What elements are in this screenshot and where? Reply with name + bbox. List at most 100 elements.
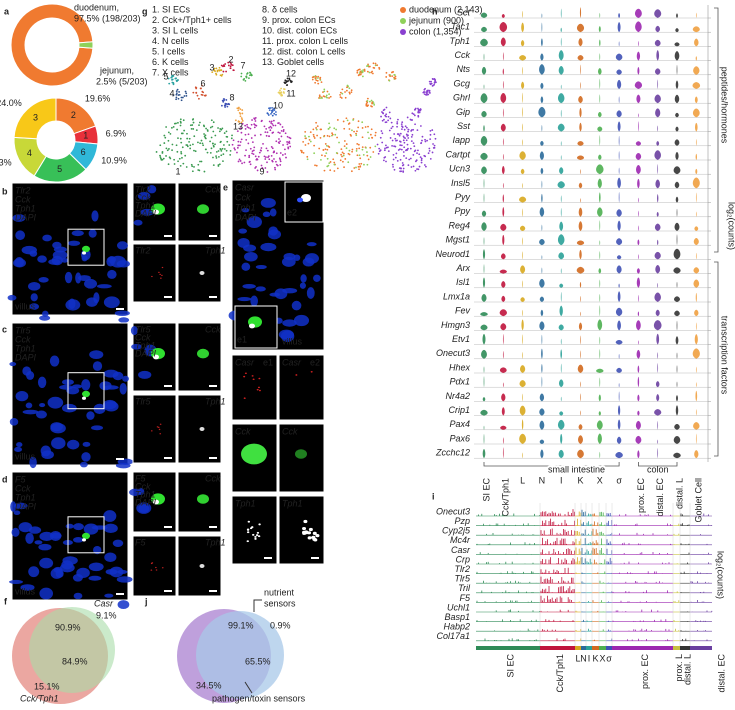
cell-point <box>191 165 194 168</box>
violin <box>676 64 678 75</box>
nuclei <box>13 502 28 510</box>
cell-point <box>221 73 224 76</box>
panel-label: f <box>4 596 8 606</box>
violin <box>500 93 507 104</box>
gene-label: Col17a1 <box>436 631 470 641</box>
cell-point <box>400 148 403 151</box>
cell-point <box>267 156 269 159</box>
cell-point <box>401 162 404 164</box>
channel-label: Tph1 <box>135 489 156 499</box>
gene-label: Tac1 <box>451 22 470 32</box>
gene-label: Cck <box>455 50 471 60</box>
violin <box>521 319 524 331</box>
cell-point <box>248 74 251 77</box>
channel-label: Cck <box>15 194 31 204</box>
cell-point <box>271 159 274 162</box>
cell-point <box>389 117 392 120</box>
violin <box>599 349 601 359</box>
cell-point <box>350 89 353 92</box>
violin <box>675 151 679 160</box>
cell-point <box>176 88 179 91</box>
cell-point <box>327 128 330 130</box>
cell-signal <box>256 531 260 534</box>
violin <box>557 234 565 246</box>
cluster-id: 6 <box>200 78 205 88</box>
cell-point <box>244 80 247 82</box>
violin <box>674 139 680 146</box>
violin <box>559 305 563 317</box>
violin <box>596 420 603 430</box>
cluster-bar <box>599 646 606 650</box>
violin <box>694 334 698 345</box>
violin <box>520 265 526 274</box>
cell-point <box>191 124 194 126</box>
cell-point <box>239 160 242 162</box>
violin <box>654 150 661 160</box>
cell-point <box>355 150 358 152</box>
cell-point <box>425 165 427 168</box>
violin <box>617 121 621 132</box>
cell-point <box>434 137 437 140</box>
violin <box>539 439 545 444</box>
nuclei <box>282 319 297 327</box>
nuclei <box>137 488 145 495</box>
cell-point <box>341 88 344 91</box>
cell-point <box>328 122 330 125</box>
cell-point <box>391 163 394 166</box>
cell-point <box>181 146 184 149</box>
venn-value: 84.9% <box>62 656 88 666</box>
cell-point <box>278 157 281 160</box>
cell-point <box>365 146 367 149</box>
cell-point <box>180 99 183 102</box>
violin <box>520 365 526 373</box>
cell-point <box>335 128 338 131</box>
cell-point <box>326 157 329 160</box>
violin <box>615 307 623 317</box>
violin <box>618 391 620 402</box>
cell-point <box>340 153 342 156</box>
violin <box>520 297 525 302</box>
cell-point <box>326 134 329 137</box>
legend-dot <box>400 18 406 24</box>
nuclei <box>244 252 258 262</box>
cell-signal <box>82 390 90 398</box>
cell-point <box>426 90 429 93</box>
gene-label: Mc4r <box>450 535 471 545</box>
cell-point <box>394 137 397 140</box>
cell-point <box>413 145 416 148</box>
column-label: SI EC <box>481 478 491 502</box>
cell-point <box>384 121 387 124</box>
violin <box>656 394 660 402</box>
violin <box>482 249 486 260</box>
cell-point <box>327 164 330 167</box>
violin <box>694 38 699 47</box>
nuclei <box>73 592 83 600</box>
cell-point <box>245 138 248 141</box>
violin <box>694 226 699 231</box>
violin <box>617 22 621 33</box>
cell-point <box>287 141 290 144</box>
cell-signal <box>307 536 312 540</box>
cell-point <box>380 130 383 132</box>
nuclei <box>65 299 81 311</box>
cell-point <box>166 149 169 152</box>
gene-label: Insl5 <box>451 178 471 188</box>
nuclei <box>73 537 84 543</box>
cell-point <box>345 117 348 120</box>
cell-point <box>248 156 251 159</box>
cell-point <box>394 75 397 78</box>
cell-point <box>282 130 285 133</box>
cell-point <box>429 129 432 132</box>
nuclei <box>75 272 82 284</box>
cell-point <box>400 123 403 126</box>
violin <box>499 367 507 373</box>
cell-point <box>279 89 281 92</box>
violin <box>580 381 581 388</box>
cell-point <box>341 155 343 158</box>
cell-point <box>384 156 387 158</box>
cell-point <box>373 67 376 69</box>
cell-point <box>371 136 374 139</box>
nuclei <box>13 510 21 516</box>
cell-point <box>270 120 273 123</box>
